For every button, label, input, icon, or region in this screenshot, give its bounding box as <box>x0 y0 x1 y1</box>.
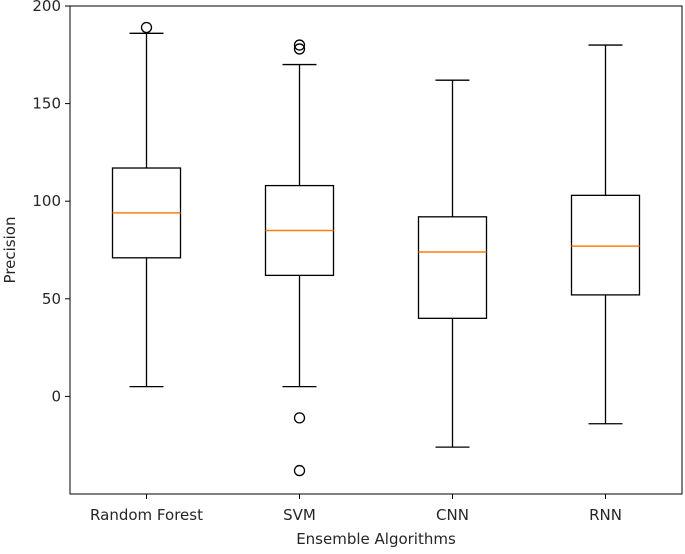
y-tick-label: 200 <box>32 0 61 15</box>
x-axis-label: Ensemble Algorithms <box>296 530 456 548</box>
y-tick-label: 100 <box>32 192 61 210</box>
plot-area-frame <box>69 5 683 495</box>
outlier-point <box>140 21 153 34</box>
x-tick-label: RNN <box>589 506 622 524</box>
y-tick-label: 50 <box>42 290 61 308</box>
x-tick-label: SVM <box>283 506 316 524</box>
y-tick-label: 0 <box>51 387 61 405</box>
outlier-point <box>293 43 306 55</box>
box-iqr <box>570 194 641 296</box>
y-tick-label: 150 <box>32 95 61 113</box>
y-axis-label: Precision <box>1 217 19 284</box>
x-tick-label: Random Forest <box>90 506 203 524</box>
outlier-point <box>293 464 306 477</box>
x-tick-label: CNN <box>436 506 469 524</box>
box-iqr <box>417 216 488 319</box>
outlier-point <box>293 39 306 51</box>
outlier-point <box>293 412 306 424</box>
